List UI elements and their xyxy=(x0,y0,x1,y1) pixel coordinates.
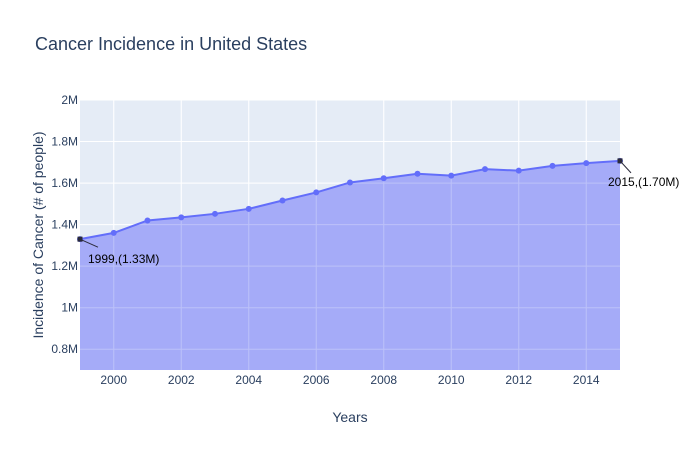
x-tick-label: 2014 xyxy=(573,373,600,387)
x-tick-label: 2006 xyxy=(303,373,330,387)
x-tick-label: 2000 xyxy=(100,373,127,387)
data-point[interactable] xyxy=(279,197,286,204)
y-tick-label: 1.8M xyxy=(51,135,78,149)
x-tick-label: 2010 xyxy=(438,373,465,387)
y-tick-label: 1.6M xyxy=(51,176,78,190)
data-point[interactable] xyxy=(380,175,387,182)
y-tick-label: 0.8M xyxy=(51,342,78,356)
annotation-arrow xyxy=(79,238,99,248)
data-point[interactable] xyxy=(414,170,421,177)
y-axis-title: Incidence of Cancer (# of people) xyxy=(30,131,46,338)
data-point[interactable] xyxy=(515,167,522,174)
annotation-arrow xyxy=(619,160,632,174)
data-point[interactable] xyxy=(482,166,488,173)
data-point[interactable] xyxy=(110,229,117,236)
x-tick-label: 2012 xyxy=(505,373,532,387)
y-tick-label: 1.4M xyxy=(51,218,78,232)
x-axis-title: Years xyxy=(332,409,367,425)
data-point[interactable] xyxy=(313,189,320,196)
x-tick-label: 2002 xyxy=(168,373,195,387)
y-tick-label: 2M xyxy=(61,93,78,107)
data-point[interactable] xyxy=(549,162,556,169)
data-point[interactable] xyxy=(347,179,353,186)
data-point[interactable] xyxy=(144,217,151,224)
data-point[interactable] xyxy=(583,160,590,167)
annotation-label: 1999,(1.33M) xyxy=(88,252,159,266)
data-point[interactable] xyxy=(245,205,252,212)
area-fill xyxy=(80,160,620,370)
data-point[interactable] xyxy=(178,214,185,221)
y-tick-label: 1M xyxy=(61,301,78,315)
y-tick-label: 1.2M xyxy=(51,259,78,273)
chart-title: Cancer Incidence in United States xyxy=(35,34,307,54)
data-point[interactable] xyxy=(212,210,218,217)
x-tick-label: 2004 xyxy=(235,373,262,387)
x-tick-label: 2008 xyxy=(370,373,397,387)
data-point[interactable] xyxy=(448,172,455,179)
annotation-label: 2015,(1.70M) xyxy=(608,175,679,189)
